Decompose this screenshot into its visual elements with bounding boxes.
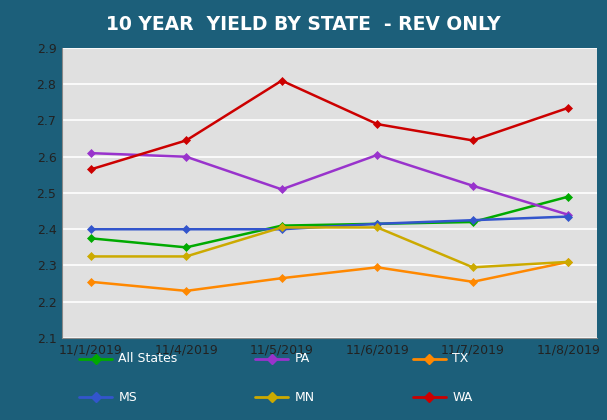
Text: All States: All States [118,352,178,365]
Text: PA: PA [294,352,310,365]
Text: TX: TX [452,352,469,365]
Text: MS: MS [118,391,137,404]
Text: WA: WA [452,391,472,404]
Text: MN: MN [294,391,314,404]
Text: 10 YEAR  YIELD BY STATE  - REV ONLY: 10 YEAR YIELD BY STATE - REV ONLY [106,16,501,34]
